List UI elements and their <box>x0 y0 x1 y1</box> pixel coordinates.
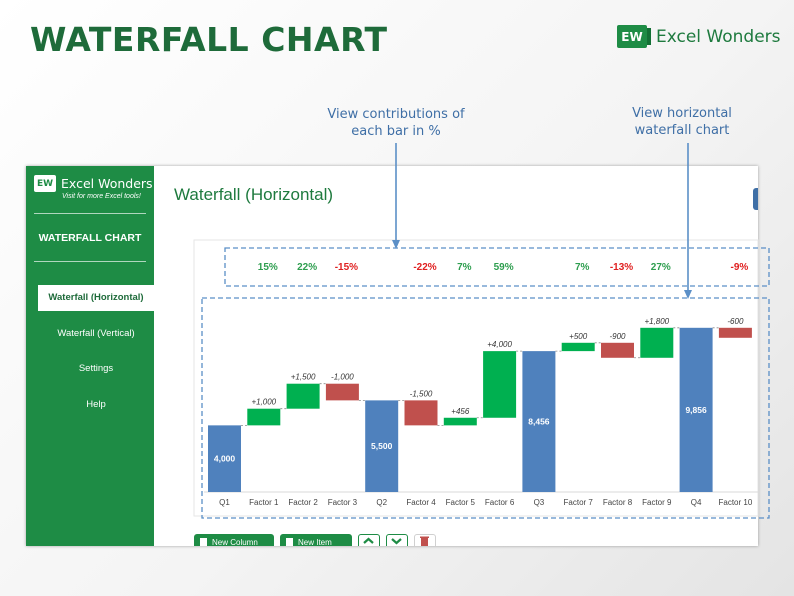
contribution-label: 7% <box>575 262 590 273</box>
sidebar-item-waterfall-vertical[interactable]: Waterfall (Vertical) <box>57 328 135 339</box>
tick-label: Q4 <box>691 498 702 507</box>
tick-label: Factor 3 <box>328 498 358 507</box>
new-column-icon <box>200 538 207 546</box>
sidebar: EW Excel Wonders Visit for more Excel to… <box>26 166 154 546</box>
tick-label: Factor 6 <box>485 498 515 507</box>
contribution-label: 22% <box>297 262 317 273</box>
sidebar-heading: WATERFALL CHART <box>38 232 142 244</box>
delete-button[interactable] <box>414 534 436 546</box>
tick-label: Q2 <box>376 498 387 507</box>
bar-factor-1 <box>247 408 281 426</box>
brand-name: Excel Wonders <box>656 26 781 47</box>
tick-label: Factor 2 <box>288 498 318 507</box>
excel-wonders-logo-icon: EW <box>617 25 651 48</box>
data-label: 8,456 <box>528 417 550 427</box>
data-label: +4,000 <box>487 340 512 349</box>
tick-label: Factor 4 <box>406 498 436 507</box>
callout-horizontal: View horizontal waterfall chart <box>632 106 732 138</box>
bar-factor-3 <box>325 383 359 401</box>
contribution-label: -15% <box>335 262 358 273</box>
bar-q3 <box>522 351 556 492</box>
data-label: 5,500 <box>371 441 393 451</box>
tick-label: Factor 1 <box>249 498 279 507</box>
data-label: 9,856 <box>685 405 707 415</box>
contribution-label: 27% <box>651 262 671 273</box>
callout-arrow-head <box>392 240 400 249</box>
sidebar-brand: Excel Wonders <box>61 176 153 191</box>
data-label: +1,800 <box>644 317 669 326</box>
move-down-button[interactable] <box>386 534 408 546</box>
chart-area <box>193 239 759 517</box>
bar-q1 <box>208 425 241 492</box>
bar-factor-7 <box>561 342 595 352</box>
new-item-button[interactable]: New Item <box>280 534 352 546</box>
corner-button[interactable] <box>753 188 758 210</box>
data-label: +500 <box>569 332 588 341</box>
sidebar-item-waterfall-horizontal[interactable]: Waterfall (Horizontal) <box>38 285 154 311</box>
tick-label: Factor 10 <box>719 498 753 507</box>
bar-q2 <box>365 400 399 492</box>
bar-q4 <box>679 327 713 492</box>
move-up-button[interactable] <box>358 534 380 546</box>
contribution-label: 59% <box>494 262 514 273</box>
trash-icon <box>420 536 429 546</box>
data-label: 4,000 <box>214 454 236 464</box>
tick-label: Factor 5 <box>446 498 476 507</box>
new-item-icon <box>286 538 293 546</box>
bar-factor-9 <box>640 327 674 358</box>
data-label: -1,500 <box>410 389 433 398</box>
data-label: -900 <box>609 332 626 341</box>
chevron-down-icon <box>391 538 402 545</box>
bar-factor-2 <box>286 383 320 409</box>
tick-label: Q1 <box>219 498 230 507</box>
tick-label: Factor 7 <box>564 498 594 507</box>
bar-factor-4 <box>404 400 438 426</box>
new-item-label: New Item <box>298 538 332 546</box>
sidebar-divider <box>34 213 146 214</box>
horizontal-chart-highlight-box <box>201 297 770 519</box>
data-label: -1,000 <box>331 373 354 382</box>
data-label: -600 <box>727 317 744 326</box>
content-title: Waterfall (Horizontal) <box>174 185 334 204</box>
data-label: +1,000 <box>251 398 276 407</box>
callout-arrow-head <box>684 290 692 299</box>
tick-label: Q3 <box>534 498 545 507</box>
contribution-label: -13% <box>610 262 633 273</box>
data-label: +456 <box>451 407 470 416</box>
contribution-label: -22% <box>413 262 436 273</box>
sidebar-logo-icon: EW <box>34 175 56 192</box>
sidebar-item-settings[interactable]: Settings <box>78 363 114 374</box>
contribution-label: 15% <box>258 262 278 273</box>
brand: EW Excel Wonders <box>617 25 781 48</box>
bar-factor-6 <box>483 351 517 418</box>
new-column-label: New Column <box>212 538 258 546</box>
bar-factor-5 <box>443 417 477 426</box>
new-column-button[interactable]: New Column <box>194 534 274 546</box>
bar-factor-10 <box>718 327 752 338</box>
callout-contributions: View contributions of each bar in % <box>327 107 465 139</box>
sidebar-item-help[interactable]: Help <box>86 399 106 410</box>
sidebar-divider <box>34 261 146 262</box>
chevron-up-icon <box>363 537 374 544</box>
sidebar-logo: EW Excel Wonders <box>34 175 153 192</box>
contributions-highlight-box <box>224 247 770 287</box>
tick-label: Factor 9 <box>642 498 672 507</box>
sidebar-tagline: Visit for more Excel tools! <box>62 193 141 200</box>
data-label: +1,500 <box>291 373 316 382</box>
tick-label: Factor 8 <box>603 498 633 507</box>
contribution-label: -9% <box>731 262 749 273</box>
page-title: WATERFALL CHART <box>30 20 388 59</box>
contribution-label: 7% <box>457 262 472 273</box>
bar-factor-8 <box>601 342 634 358</box>
